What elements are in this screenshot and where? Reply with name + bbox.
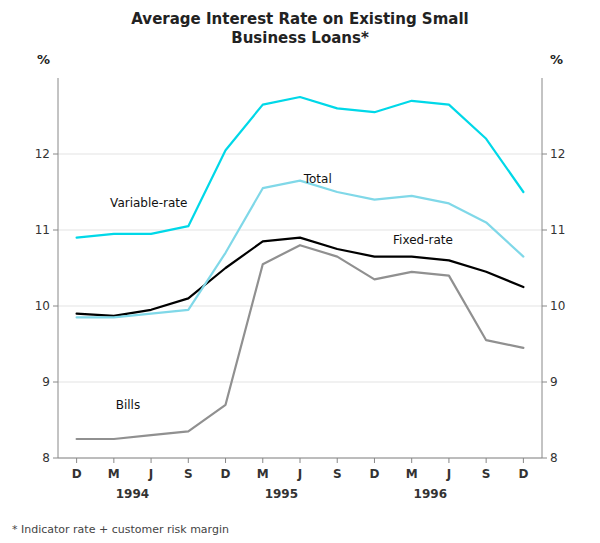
year-label: 1995 xyxy=(265,487,298,501)
y2-tick-label: 8 xyxy=(550,451,558,465)
x-tick xyxy=(523,458,524,463)
grid-line xyxy=(58,382,542,383)
x-tick-label: M xyxy=(406,467,418,481)
x-tick xyxy=(448,458,449,463)
x-tick-label: S xyxy=(482,467,491,481)
x-tick-label: J xyxy=(148,467,153,481)
y-tick xyxy=(53,382,58,383)
y2-tick xyxy=(542,230,547,231)
series-line xyxy=(77,97,524,238)
series-label: Fixed-rate xyxy=(393,233,453,247)
x-tick-label: S xyxy=(333,467,342,481)
title-line: Business Loans* xyxy=(231,29,369,47)
y-axis-line xyxy=(58,78,59,458)
series-line xyxy=(77,181,524,318)
y-tick xyxy=(53,306,58,307)
y-tick xyxy=(53,154,58,155)
x-tick-label: D xyxy=(518,467,528,481)
x-tick xyxy=(151,458,152,463)
x-tick xyxy=(188,458,189,463)
y2-tick-label: 11 xyxy=(550,223,565,237)
grid-line xyxy=(58,230,542,231)
series-line xyxy=(77,245,524,439)
grid-line xyxy=(58,306,542,307)
x-tick xyxy=(411,458,412,463)
x-tick xyxy=(113,458,114,463)
series-lines xyxy=(77,97,524,439)
title: Average Interest Rate on Existing SmallB… xyxy=(131,10,468,47)
annotations: Variable-rate Total Fixed-rate Bills 1994 199… xyxy=(110,172,453,501)
y2-tick-label: 12 xyxy=(550,147,565,161)
y2-tick xyxy=(542,306,547,307)
series-label: Total xyxy=(303,172,332,186)
grid-line xyxy=(58,154,542,155)
y-tick xyxy=(53,458,58,459)
chart: Average Interest Rate on Existing SmallB… xyxy=(0,0,600,543)
y-tick-label: 9 xyxy=(42,375,50,389)
x-tick-label: D xyxy=(221,467,231,481)
x-tick xyxy=(374,458,375,463)
y-tick-label: 12 xyxy=(35,147,50,161)
x-tick-label: J xyxy=(297,467,302,481)
y-tick-label: 10 xyxy=(35,299,50,313)
series-label: Variable-rate xyxy=(110,196,187,210)
y-tick-label: 8 xyxy=(42,451,50,465)
title-line: Average Interest Rate on Existing Small xyxy=(131,10,468,28)
axes: 8 9 10 11 12 8 9 10 11 12%% D M J S D M J S D M J S D xyxy=(35,52,566,481)
y2-tick xyxy=(542,382,547,383)
grid xyxy=(58,154,542,458)
x-tick xyxy=(337,458,338,463)
y2-tick xyxy=(542,154,547,155)
y-tick-label: 11 xyxy=(35,223,50,237)
x-tick xyxy=(486,458,487,463)
x-tick xyxy=(262,458,263,463)
x-tick-label: D xyxy=(72,467,82,481)
x-tick-label: J xyxy=(446,467,451,481)
x-tick-label: M xyxy=(108,467,120,481)
y2-axis-label: % xyxy=(550,52,563,67)
y2-tick-label: 9 xyxy=(550,375,558,389)
x-tick xyxy=(225,458,226,463)
x-tick xyxy=(76,458,77,463)
y2-tick xyxy=(542,458,547,459)
x-tick-label: D xyxy=(369,467,379,481)
y-axis-label: % xyxy=(37,52,50,67)
y2-tick-label: 10 xyxy=(550,299,565,313)
series-line xyxy=(77,238,524,316)
year-label: 1994 xyxy=(116,487,149,501)
year-label: 1996 xyxy=(414,487,447,501)
y2-axis-line xyxy=(542,78,543,458)
series-label: Bills xyxy=(116,398,141,412)
y-tick xyxy=(53,230,58,231)
footnote: * Indicator rate + customer risk margin xyxy=(12,523,229,536)
x-tick-label: M xyxy=(257,467,269,481)
x-tick-label: S xyxy=(184,467,193,481)
x-tick xyxy=(300,458,301,463)
